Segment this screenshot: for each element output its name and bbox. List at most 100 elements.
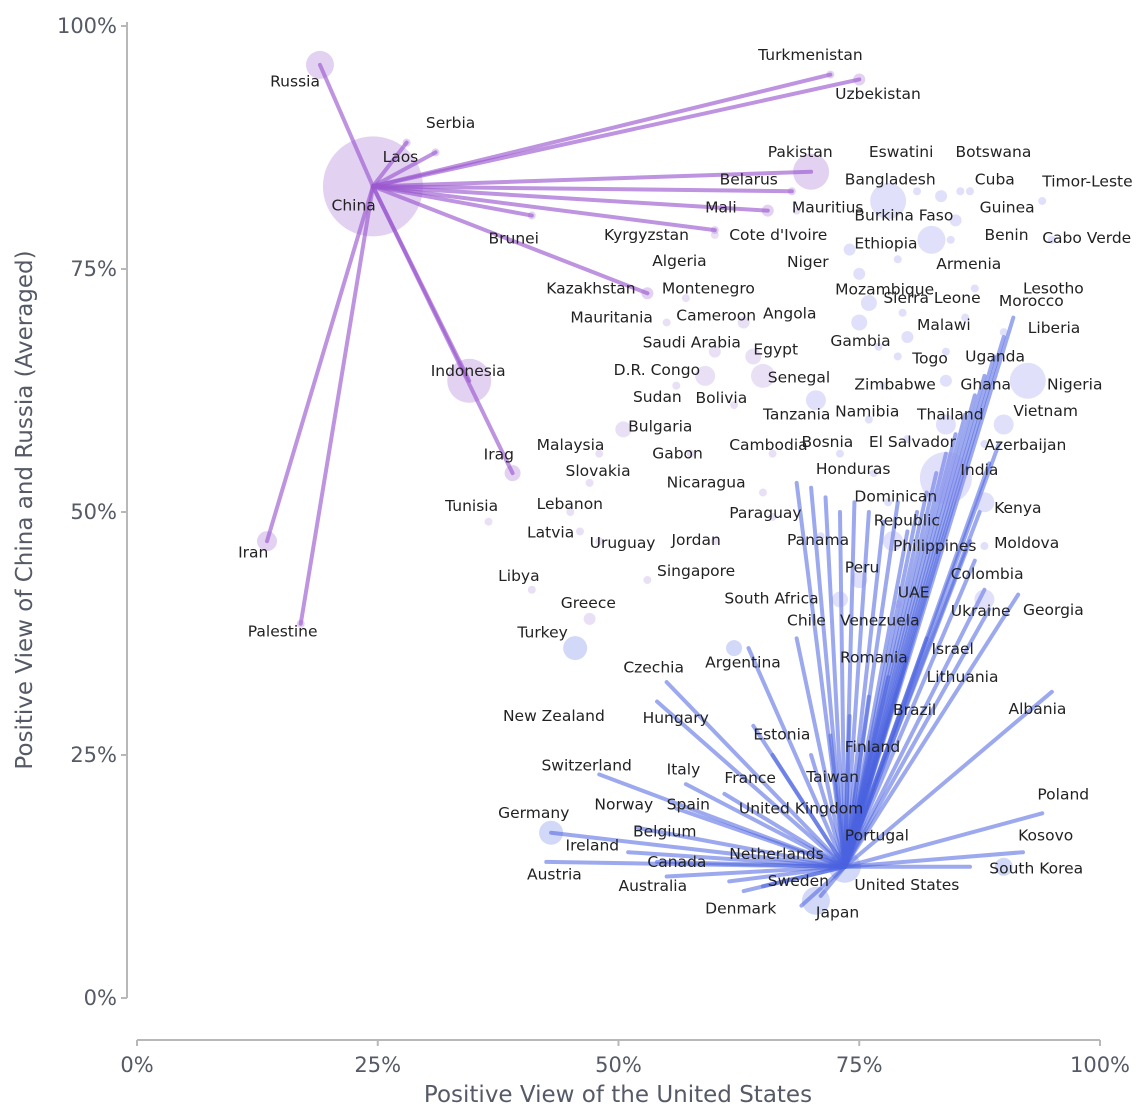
x-tick-label: 75% bbox=[836, 1053, 883, 1077]
country-label: United States bbox=[854, 876, 959, 894]
country-label: Poland bbox=[1037, 786, 1089, 804]
china-russia-connector bbox=[370, 77, 862, 189]
country-label: Ireland bbox=[566, 836, 620, 854]
country-label: Germany bbox=[498, 804, 569, 822]
data-point bbox=[787, 187, 796, 196]
country-label: Venezuela bbox=[840, 612, 920, 630]
united-states-connector bbox=[842, 607, 992, 869]
country-label: Cambodia bbox=[729, 436, 807, 454]
country-label: Romania bbox=[840, 649, 908, 667]
x-tick-label: 100% bbox=[1070, 1053, 1130, 1077]
data-point bbox=[768, 449, 777, 458]
y-tick-label: 25% bbox=[70, 743, 117, 767]
data-point bbox=[974, 589, 995, 610]
data-point bbox=[585, 478, 594, 487]
data-point bbox=[893, 352, 902, 361]
data-point bbox=[870, 182, 907, 219]
data-point bbox=[970, 284, 979, 293]
united-states-connector bbox=[664, 680, 847, 869]
united-states-connector bbox=[842, 592, 1021, 869]
united-states-connector bbox=[842, 850, 1025, 869]
country-label: Malawi bbox=[917, 316, 971, 334]
data-point bbox=[801, 886, 830, 915]
data-point bbox=[761, 204, 774, 217]
data-point bbox=[913, 187, 922, 196]
data-point bbox=[305, 50, 334, 79]
country-label: Bolivia bbox=[696, 389, 748, 407]
country-label: Gambia bbox=[830, 332, 890, 350]
data-point bbox=[961, 313, 970, 322]
data-point bbox=[730, 401, 739, 410]
data-point bbox=[917, 225, 946, 254]
china-russia-connector bbox=[370, 169, 814, 189]
china-russia-connector bbox=[370, 184, 650, 296]
country-label: Brunei bbox=[488, 230, 539, 248]
country-label: Malaysia bbox=[537, 436, 605, 454]
data-point bbox=[843, 243, 856, 256]
country-label: Azerbaijan bbox=[984, 436, 1066, 454]
data-point bbox=[641, 287, 654, 300]
united-states-connector bbox=[823, 495, 847, 869]
country-label: Tunisia bbox=[444, 497, 498, 515]
country-label: Peru bbox=[845, 558, 880, 576]
data-point bbox=[643, 576, 652, 585]
data-point bbox=[864, 415, 873, 424]
country-label: Israel bbox=[931, 640, 973, 658]
data-point bbox=[851, 572, 868, 589]
country-label: Colombia bbox=[951, 565, 1024, 583]
country-label: Tanzania bbox=[762, 406, 831, 424]
data-point bbox=[575, 527, 584, 536]
country-label: Serbia bbox=[426, 114, 475, 132]
bubbles-layer bbox=[257, 50, 1056, 915]
country-label: Vietnam bbox=[1013, 402, 1078, 420]
country-label: Timor-Leste bbox=[1041, 172, 1132, 190]
country-label: Senegal bbox=[768, 369, 830, 387]
china-russia-connector bbox=[370, 184, 717, 233]
country-label: Sudan bbox=[633, 388, 682, 406]
data-point bbox=[322, 136, 423, 237]
tick-layer: 0% 25% 50% 75% 100% 0% 25% 50% 75% 100% bbox=[57, 14, 1130, 1077]
country-label: Cuba bbox=[975, 170, 1015, 188]
country-label: Austria bbox=[527, 865, 582, 883]
country-label: Saudi Arabia bbox=[643, 334, 741, 352]
country-label: Spain bbox=[667, 795, 710, 813]
data-point bbox=[745, 348, 762, 365]
data-point bbox=[939, 374, 952, 387]
country-label: Nigeria bbox=[1047, 376, 1102, 394]
data-point bbox=[980, 439, 989, 448]
country-label: Cote d'Ivoire bbox=[729, 226, 827, 244]
united-states-connector bbox=[842, 587, 987, 869]
country-label: Sierra Leone bbox=[883, 289, 980, 307]
data-point bbox=[296, 619, 305, 628]
china-russia-connector bbox=[317, 62, 375, 189]
data-point bbox=[1038, 196, 1047, 205]
country-label: Armenia bbox=[936, 255, 1001, 273]
united-states-connector bbox=[842, 689, 1054, 869]
country-label: Lebanon bbox=[537, 495, 603, 513]
united-states-connector bbox=[837, 510, 847, 869]
data-point bbox=[805, 390, 826, 411]
data-point bbox=[882, 531, 903, 552]
data-point bbox=[615, 421, 632, 438]
country-label: Kazakhstan bbox=[546, 279, 635, 297]
data-point bbox=[860, 295, 877, 312]
china-russia-connector bbox=[298, 184, 375, 626]
country-label: Zimbabwe bbox=[854, 376, 935, 394]
country-label: Uzbekistan bbox=[835, 85, 921, 103]
country-label: Ethiopia bbox=[854, 235, 917, 253]
data-point bbox=[903, 435, 912, 444]
y-tick-label: 50% bbox=[70, 500, 117, 524]
data-point bbox=[949, 214, 962, 227]
data-point bbox=[893, 255, 902, 264]
country-label: Namibia bbox=[835, 403, 899, 421]
data-point bbox=[595, 449, 604, 458]
country-label: Lesotho bbox=[1023, 279, 1084, 297]
x-tick-label: 0% bbox=[120, 1053, 153, 1077]
data-point bbox=[941, 347, 950, 356]
data-point bbox=[710, 226, 719, 235]
country-label: Guinea bbox=[980, 199, 1035, 217]
data-point bbox=[527, 211, 536, 220]
united-states-connector bbox=[842, 811, 1045, 869]
country-label: Sweden bbox=[768, 872, 829, 890]
country-label: Denmark bbox=[705, 899, 776, 917]
